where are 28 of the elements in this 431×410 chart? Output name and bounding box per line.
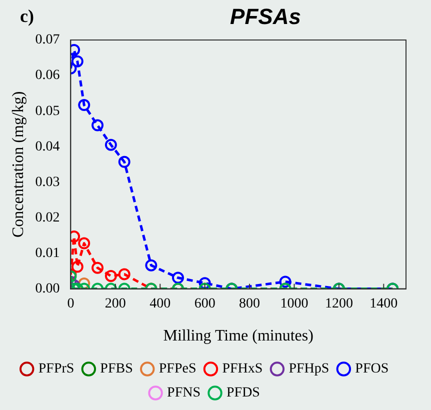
text: c) bbox=[20, 6, 34, 27]
y-tick-label: 0.07 bbox=[35, 32, 60, 48]
x-tick-label: 1000 bbox=[280, 296, 308, 312]
x-tick-label: 200 bbox=[104, 296, 126, 312]
legend-label: PFPeS bbox=[158, 362, 196, 377]
y-axis-title: Concentration (mg/kg) bbox=[10, 91, 27, 238]
legend-label: PFHxS bbox=[222, 362, 263, 377]
legend-label: PFNS bbox=[167, 386, 200, 401]
y-tick-label: 0.00 bbox=[35, 281, 60, 296]
x-tick-label: 0 bbox=[67, 296, 74, 312]
y-tick-label: 0.01 bbox=[35, 246, 60, 261]
x-tick-label: 400 bbox=[150, 296, 171, 312]
x-tick-label: 1400 bbox=[370, 296, 398, 312]
y-tick-label: 0.02 bbox=[35, 210, 60, 226]
legend-label: PFBS bbox=[100, 362, 133, 377]
legend-label: PFHpS bbox=[288, 362, 330, 377]
y-tick-label: 0.03 bbox=[35, 174, 60, 190]
legend-label: PFPrS bbox=[38, 362, 74, 377]
y-tick-label: 0.06 bbox=[35, 68, 60, 84]
legend-label: PFDS bbox=[226, 386, 260, 401]
chart-title: PFSAs bbox=[229, 4, 302, 30]
x-axis-title: Milling Time (minutes) bbox=[163, 328, 314, 345]
x-tick-label: 800 bbox=[239, 296, 260, 312]
legend-label: PFOS bbox=[355, 362, 389, 377]
y-tick-label: 0.05 bbox=[35, 104, 60, 119]
x-tick-label: 600 bbox=[194, 296, 216, 312]
x-tick-label: 1200 bbox=[324, 296, 353, 312]
y-tick-label: 0.04 bbox=[35, 139, 60, 154]
